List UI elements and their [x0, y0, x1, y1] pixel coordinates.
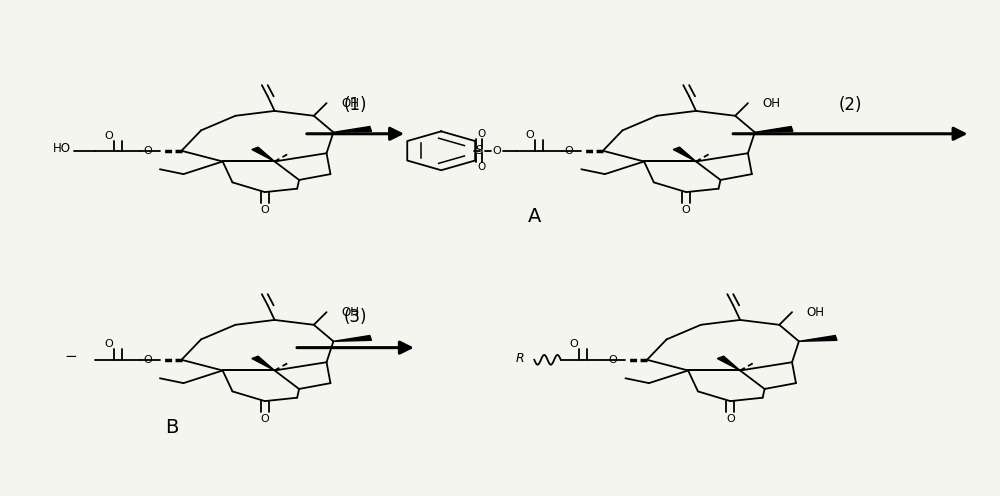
Text: OH: OH — [763, 97, 781, 110]
Text: −: − — [65, 349, 78, 365]
Text: O: O — [143, 355, 152, 365]
Text: O: O — [609, 355, 618, 365]
Text: O: O — [526, 130, 534, 140]
Text: O: O — [104, 339, 113, 349]
Text: B: B — [165, 418, 178, 437]
Text: OH: OH — [341, 306, 359, 318]
Text: R: R — [516, 352, 524, 366]
Text: O: O — [565, 146, 574, 156]
Polygon shape — [717, 356, 740, 371]
Text: O: O — [570, 339, 578, 349]
Text: O: O — [682, 204, 691, 215]
Text: (2): (2) — [839, 96, 863, 114]
Polygon shape — [799, 335, 837, 341]
Polygon shape — [252, 356, 275, 371]
Polygon shape — [333, 126, 372, 132]
Text: O: O — [477, 162, 486, 172]
Polygon shape — [252, 147, 275, 162]
Text: O: O — [104, 131, 113, 141]
Text: O: O — [477, 129, 486, 139]
Text: HO: HO — [53, 142, 71, 155]
Text: (1): (1) — [343, 96, 367, 114]
Polygon shape — [755, 126, 793, 132]
Text: (3): (3) — [343, 308, 367, 326]
Text: OH: OH — [807, 306, 825, 318]
Text: OH: OH — [341, 97, 359, 110]
Text: O: O — [493, 146, 501, 156]
Polygon shape — [333, 335, 372, 341]
Text: O: O — [143, 146, 152, 156]
Text: O: O — [726, 414, 735, 424]
Text: A: A — [528, 207, 541, 226]
Text: O: O — [260, 204, 269, 215]
Polygon shape — [673, 147, 696, 162]
Text: S: S — [476, 144, 483, 157]
Text: O: O — [260, 414, 269, 424]
